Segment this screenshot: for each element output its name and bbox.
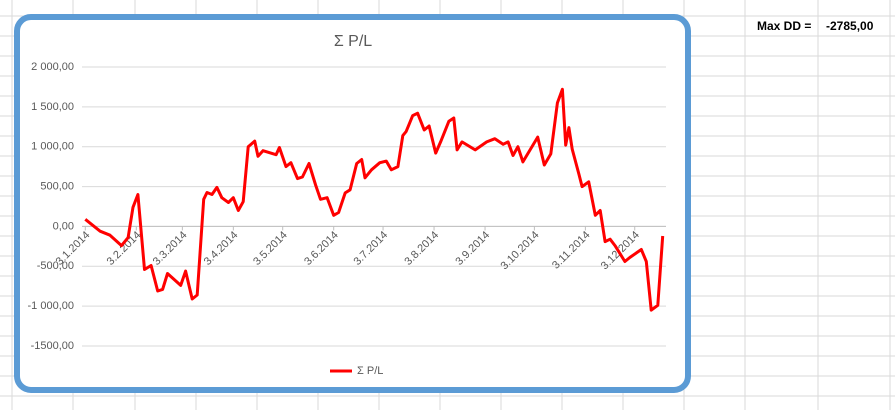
cell-label: Max DD = bbox=[757, 19, 811, 33]
y-tick-label: 500,00 bbox=[40, 180, 74, 192]
legend-label: Σ P/L bbox=[357, 365, 383, 377]
y-tick-label: 2 000,00 bbox=[31, 61, 74, 73]
series-line bbox=[84, 87, 665, 312]
y-tick-label: 0,00 bbox=[53, 220, 74, 232]
y-tick-label: 1 500,00 bbox=[31, 101, 74, 113]
chart-frame bbox=[14, 14, 691, 393]
y-tick-label: -1 000,00 bbox=[28, 300, 74, 312]
y-tick-label: 1 000,00 bbox=[31, 141, 74, 153]
chart-title: Σ P/L bbox=[334, 33, 372, 50]
y-tick-label: -1500,00 bbox=[31, 340, 74, 352]
y-tick-label: -500,00 bbox=[37, 260, 74, 272]
cell-value: -2785,00 bbox=[826, 19, 874, 33]
